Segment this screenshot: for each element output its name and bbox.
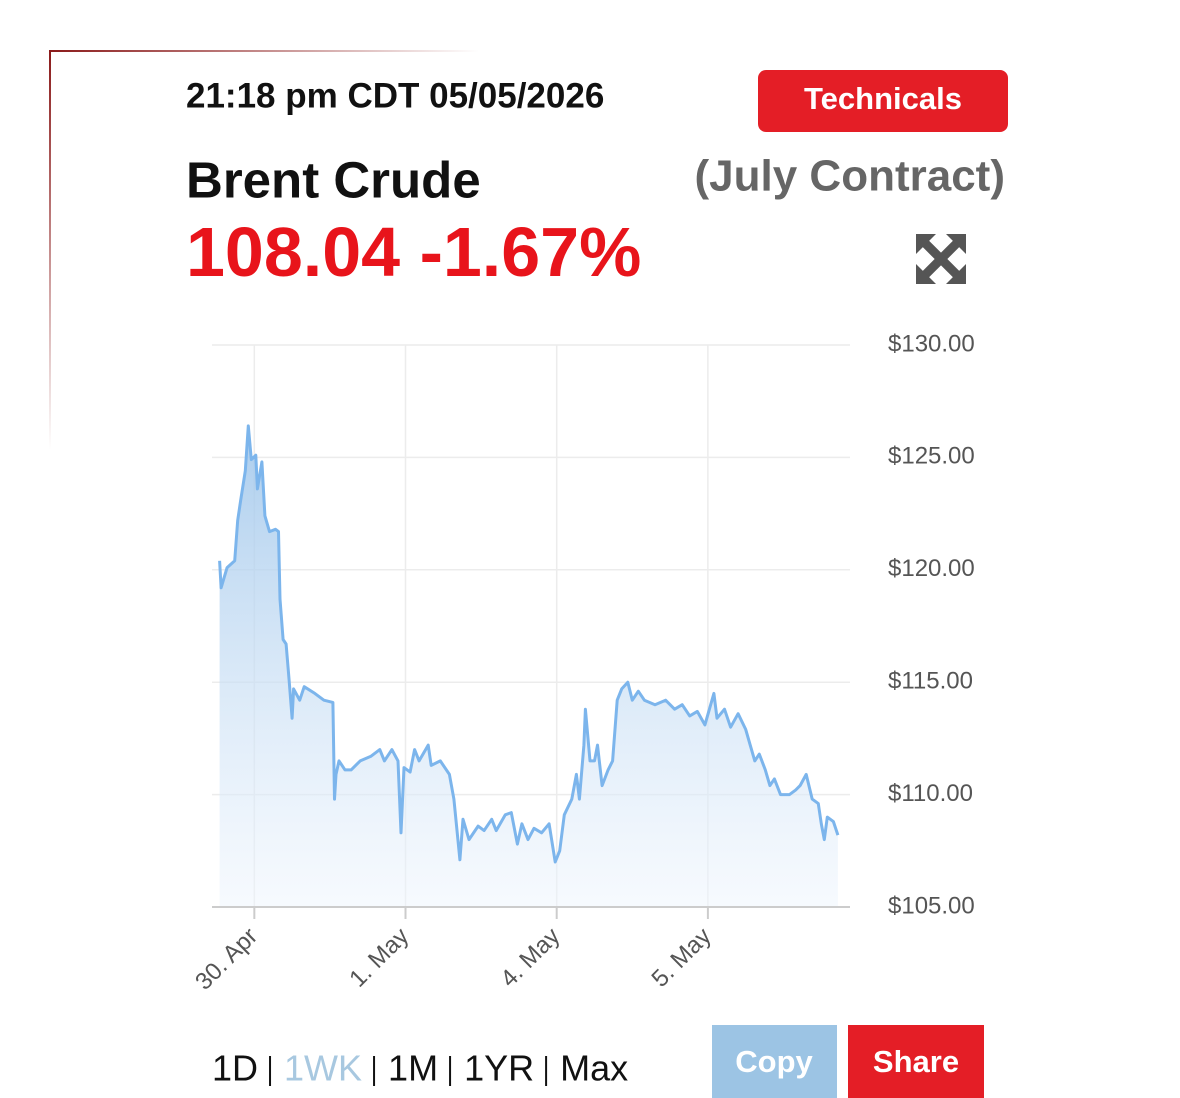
icon-arrow	[916, 234, 936, 254]
x-tick-label: 30. Apr	[190, 923, 263, 996]
share-button[interactable]: Share	[848, 1025, 984, 1098]
border-top	[49, 50, 479, 52]
range-option[interactable]: Max	[560, 1048, 628, 1089]
range-option[interactable]: 1WK	[284, 1048, 362, 1089]
button-label: Technicals	[804, 81, 962, 116]
button-bg	[848, 1025, 984, 1098]
x-tick-label: 4. May	[495, 923, 565, 993]
chart: $105.00 $110.00 $115.00 $120.00 $125.00 $130.…	[190, 330, 975, 995]
button-label: Share	[873, 1044, 959, 1079]
price: 108.04	[186, 213, 400, 291]
border-left	[49, 50, 51, 450]
range-option[interactable]: 1YR	[464, 1048, 534, 1089]
icon-arrow	[946, 234, 966, 254]
timestamp: 21:18 pm CDT 05/05/2026	[186, 76, 604, 115]
range-option[interactable]: 1M	[388, 1048, 438, 1089]
technicals-button[interactable]: Technicals	[758, 70, 1008, 132]
icon-arrow	[946, 264, 966, 284]
button-bg	[712, 1025, 837, 1098]
y-tick-label: $130.00	[888, 330, 975, 357]
button-label: Copy	[735, 1044, 813, 1079]
x-tick-label: 1. May	[344, 923, 414, 993]
y-tick-label: $110.00	[888, 780, 973, 807]
y-tick-label: $125.00	[888, 443, 975, 470]
change: -1.67%	[420, 213, 642, 291]
x-tick-label: 5. May	[647, 923, 717, 993]
copy-button[interactable]: Copy	[712, 1025, 837, 1098]
range-controls: 1D 1WK 1M 1YR Max	[212, 1048, 628, 1089]
range-option[interactable]: 1D	[212, 1048, 258, 1089]
contract: (July Contract)	[695, 152, 1005, 201]
icon-arrow	[916, 264, 936, 284]
expand-icon[interactable]	[916, 234, 966, 284]
button-bg	[758, 70, 1008, 132]
y-tick-label: $105.00	[888, 892, 975, 919]
y-tick-label: $115.00	[888, 668, 973, 695]
instrument-name: Brent Crude	[186, 151, 481, 208]
area-fill	[219, 425, 838, 907]
price-line: 108.04 -1.67%	[186, 213, 641, 291]
icon-stroke	[918, 236, 964, 282]
price-line	[218, 424, 840, 864]
y-tick-label: $120.00	[888, 555, 975, 582]
